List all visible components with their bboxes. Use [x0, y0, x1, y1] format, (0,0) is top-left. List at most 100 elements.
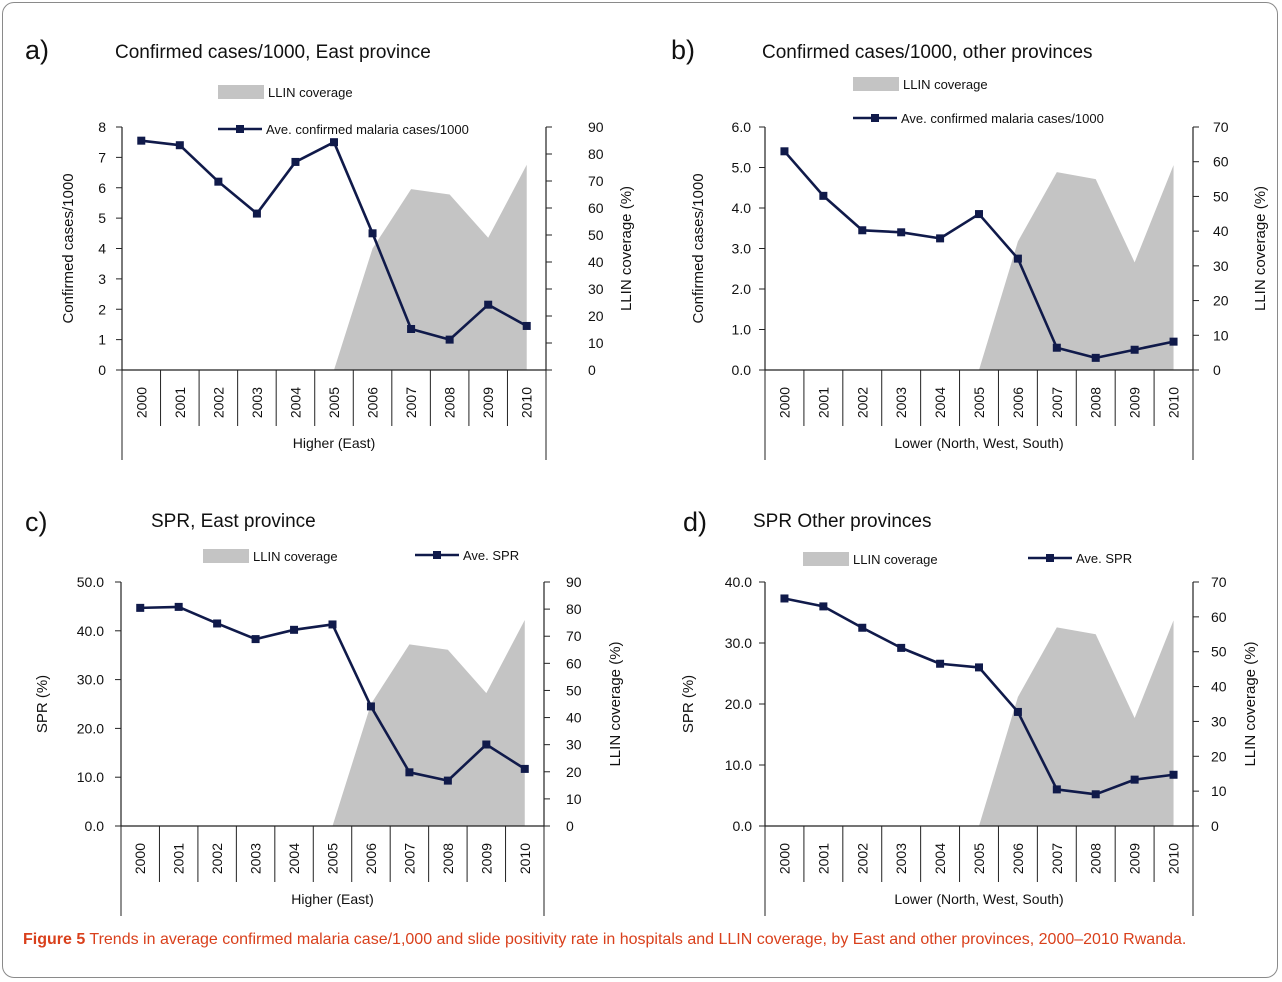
right-tick-label: 30: [566, 737, 582, 753]
left-axis-title: SPR (%): [34, 675, 51, 733]
data-point-marker: [936, 659, 945, 668]
right-tick-label: 40: [1211, 679, 1227, 695]
x-tick-label: 2008: [440, 843, 456, 874]
data-point-marker: [290, 625, 299, 634]
right-axis-title: LLIN coverage (%): [1252, 186, 1269, 311]
data-point-marker: [214, 177, 223, 186]
left-tick-label: 10.0: [77, 769, 104, 785]
legend-line-marker: [236, 125, 244, 133]
data-point-marker: [858, 226, 867, 235]
right-tick-label: 70: [1213, 119, 1229, 135]
panel-letter: d): [683, 507, 707, 537]
left-tick-label: 3: [98, 271, 106, 287]
x-tick-label: 2005: [971, 843, 987, 874]
legend-line-marker: [871, 114, 879, 122]
legend-area-label: LLIN coverage: [903, 77, 988, 92]
figure-caption: Figure 5 Trends in average confirmed mal…: [23, 929, 1263, 951]
left-tick-label: 0.0: [733, 818, 753, 834]
chart-title: Confirmed cases/1000, East province: [115, 42, 431, 63]
left-tick-label: 0.0: [85, 818, 105, 834]
data-point-marker: [1091, 353, 1100, 362]
right-tick-label: 10: [566, 791, 582, 807]
legend-area-swatch: [803, 552, 849, 566]
legend-area-label: LLIN coverage: [268, 85, 353, 100]
right-tick-label: 40: [566, 710, 582, 726]
right-axis-title: LLIN coverage (%): [618, 186, 635, 311]
x-tick-label: 2009: [480, 387, 496, 418]
right-tick-label: 80: [566, 601, 582, 617]
right-tick-label: 60: [1211, 609, 1227, 625]
x-tick-label: 2000: [776, 843, 792, 874]
chart-panel-4: d) SPR Other provinces 0.0 10.0 20.0 30.0 40.0…: [680, 507, 1259, 916]
x-tick-label: 2001: [172, 387, 188, 418]
llin-coverage-area: [979, 620, 1174, 826]
right-tick-label: 0: [588, 362, 596, 378]
right-tick-label: 50: [566, 682, 582, 698]
right-tick-label: 80: [588, 146, 604, 162]
x-tick-label: 2007: [1049, 387, 1065, 418]
data-point-marker: [291, 157, 300, 166]
caption-text: Trends in average confirmed malaria case…: [89, 931, 1187, 948]
right-tick-label: 20: [1211, 748, 1227, 764]
legend-line-label: Ave. confirmed malaria cases/1000: [266, 122, 469, 137]
right-tick-label: 70: [1211, 574, 1227, 590]
data-point-marker: [251, 635, 260, 644]
data-point-marker: [1013, 707, 1022, 716]
data-point-marker: [897, 643, 906, 652]
data-point-marker: [368, 229, 377, 238]
chart-title: SPR Other provinces: [753, 511, 931, 532]
panel-letter: a): [25, 35, 49, 65]
chart-panel-3: c) SPR, East province 0.0 10.0 20.0 30.0 40.0 5…: [25, 507, 624, 916]
x-tick-label: 2006: [365, 387, 381, 418]
data-point-marker: [482, 740, 491, 749]
data-point-marker: [443, 776, 452, 785]
data-point-marker: [252, 209, 261, 218]
right-tick-label: 10: [588, 335, 604, 351]
left-tick-label: 0.0: [732, 362, 752, 378]
data-point-marker: [522, 321, 531, 330]
chart-title: SPR, East province: [151, 511, 316, 532]
right-tick-label: 50: [588, 227, 604, 243]
data-point-marker: [819, 191, 828, 200]
left-tick-label: 2.0: [732, 281, 752, 297]
data-point-marker: [366, 702, 375, 711]
data-point-marker: [936, 234, 945, 243]
data-point-marker: [1052, 343, 1061, 352]
x-tick-label: 2002: [210, 387, 226, 418]
x-tick-label: 2008: [1088, 387, 1104, 418]
right-tick-label: 20: [588, 308, 604, 324]
left-tick-label: 6: [98, 180, 106, 196]
data-point-marker: [174, 602, 183, 611]
x-tick-label: 2000: [776, 387, 792, 418]
left-tick-label: 4.0: [732, 200, 752, 216]
data-point-marker: [1169, 770, 1178, 779]
x-tick-label: 2004: [932, 843, 948, 874]
left-axis-title: SPR (%): [680, 675, 697, 733]
data-point-marker: [405, 768, 414, 777]
chart-panel-1: a) Confirmed cases/1000, East province 0 1 2…: [25, 35, 635, 460]
llin-coverage-area: [979, 165, 1174, 370]
data-point-marker: [1130, 775, 1139, 784]
data-point-marker: [328, 620, 337, 629]
x-tick-label: 2010: [1166, 843, 1182, 874]
x-tick-label: 2003: [249, 387, 265, 418]
left-tick-label: 40.0: [77, 623, 104, 639]
x-tick-label: 2002: [854, 387, 870, 418]
x-tick-label: 2009: [1127, 387, 1143, 418]
legend-line-marker: [433, 551, 441, 559]
right-tick-label: 30: [1213, 258, 1229, 274]
chart-panel-2: b) Confirmed cases/1000, other provinces 0…: [671, 35, 1269, 460]
legend-area-swatch: [203, 549, 249, 563]
right-tick-label: 50: [1211, 644, 1227, 660]
data-point-marker: [975, 663, 983, 672]
right-tick-label: 30: [1211, 713, 1227, 729]
legend-line-label: Ave. SPR: [463, 548, 519, 563]
x-tick-label: 2002: [209, 843, 225, 874]
right-tick-label: 60: [588, 200, 604, 216]
data-point-marker: [1169, 337, 1178, 346]
right-tick-label: 10: [1211, 783, 1227, 799]
x-tick-label: 2004: [286, 843, 302, 874]
x-tick-label: 2005: [326, 387, 342, 418]
left-tick-label: 50.0: [77, 574, 104, 590]
data-point-marker: [175, 141, 184, 150]
